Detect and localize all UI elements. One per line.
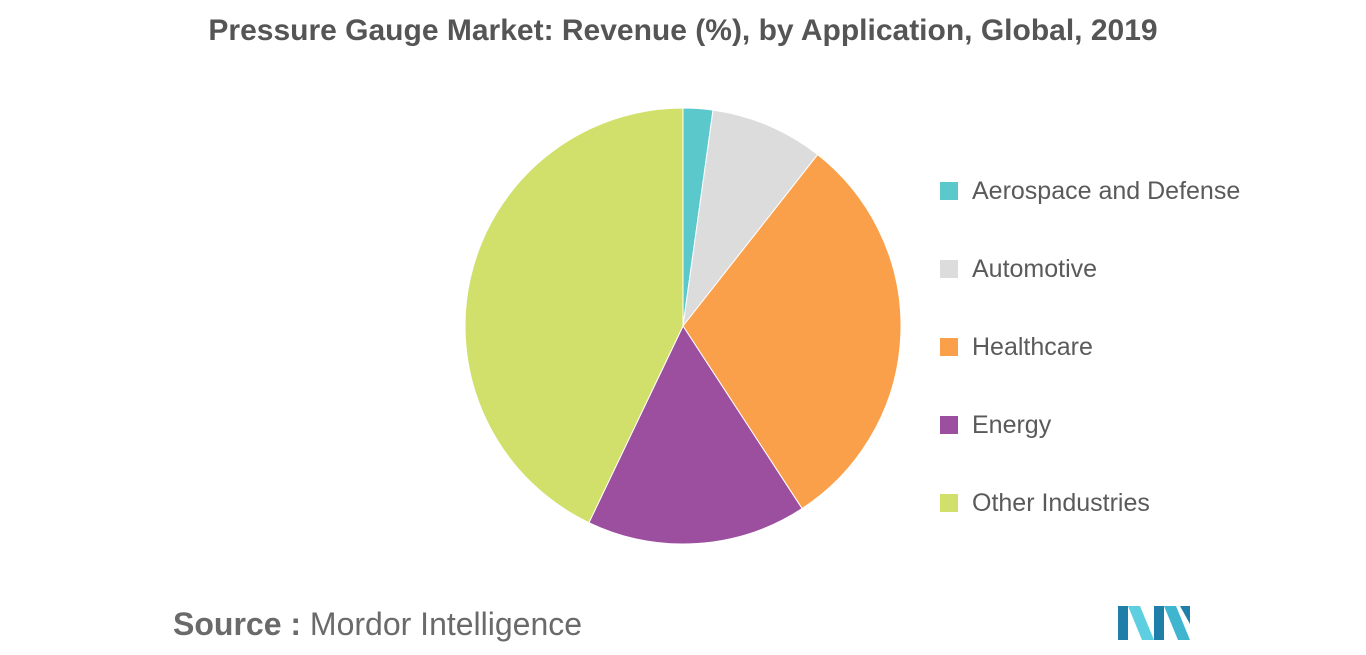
- pie-slice-automotive: [682, 109, 819, 328]
- legend-swatch: [940, 182, 958, 200]
- logo-middle-bar: [1154, 606, 1164, 640]
- legend-swatch: [940, 338, 958, 356]
- legend-label: Other Industries: [972, 488, 1150, 517]
- legend-label: Energy: [972, 410, 1052, 439]
- chart-title: Pressure Gauge Market: Revenue (%), by A…: [208, 14, 1158, 47]
- legend-swatch: [940, 494, 958, 512]
- pie-slice-other-industries: [464, 107, 684, 524]
- legend-label: Healthcare: [972, 332, 1093, 361]
- chart-legend: Aerospace and Defense Automotive Healthc…: [940, 152, 1240, 542]
- legend-item: Other Industries: [940, 464, 1240, 542]
- pie-slice-healthcare: [682, 153, 902, 510]
- source-label: Source :: [173, 606, 302, 642]
- legend-label: Aerospace and Defense: [972, 176, 1241, 205]
- mordor-intelligence-logo: [1118, 606, 1190, 640]
- legend-item: Automotive: [940, 230, 1240, 308]
- legend-swatch: [940, 260, 958, 278]
- source-text: Mordor Intelligence: [309, 606, 583, 642]
- logo-left-diagonal: [1128, 606, 1154, 640]
- logo-right-diagonal: [1164, 606, 1190, 640]
- legend-label: Automotive: [972, 254, 1098, 283]
- source-note: Source : Mordor Intelligence: [173, 606, 582, 643]
- pie-slice-energy: [588, 324, 803, 545]
- legend-swatch: [940, 416, 958, 434]
- legend-item: Healthcare: [940, 308, 1240, 386]
- logo-left-bar: [1118, 606, 1128, 640]
- legend-item: Aerospace and Defense: [940, 152, 1240, 230]
- logo-right-bar: [1180, 606, 1190, 624]
- legend-item: Energy: [940, 386, 1240, 464]
